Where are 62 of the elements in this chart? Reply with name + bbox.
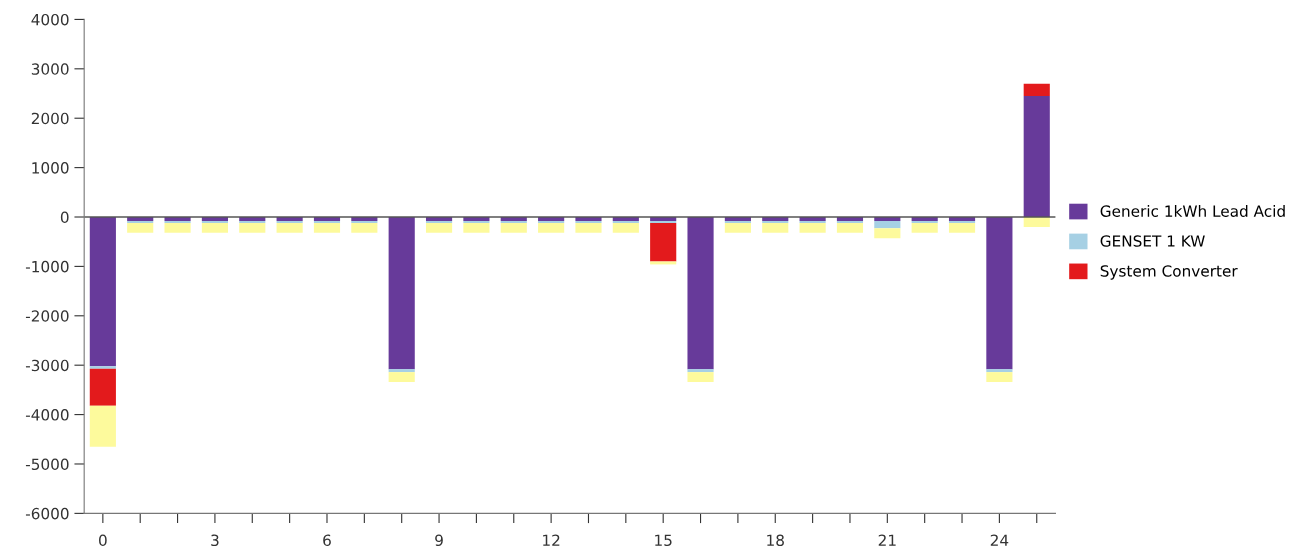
bar (276, 222, 303, 233)
bar (687, 372, 714, 382)
bar (89, 217, 116, 367)
bar (948, 222, 976, 233)
bar (874, 220, 901, 229)
bar (201, 222, 228, 233)
bar (164, 222, 191, 233)
y-tick-label: 3000 (31, 63, 69, 75)
legend-label: GENSET 1 KW (1100, 235, 1205, 247)
bar (313, 222, 341, 233)
y-tick-label: -1000 (25, 260, 69, 273)
x-tick-label: 6 (323, 534, 331, 547)
bar (351, 222, 378, 233)
bar (612, 222, 639, 233)
bar (1023, 83, 1050, 96)
bar (127, 222, 154, 233)
bar (388, 372, 415, 382)
bar (799, 222, 826, 233)
x-tick-label: 21 (878, 534, 896, 546)
x-tick-label: 18 (767, 534, 784, 547)
bar (388, 217, 415, 370)
bar (911, 222, 938, 233)
bar (463, 222, 490, 233)
x-tick-label: 12 (543, 534, 560, 546)
legend-label: System Converter (1100, 265, 1238, 280)
y-tick-label: 1000 (32, 162, 69, 174)
x-tick-label: 15 (655, 534, 672, 547)
bar (89, 405, 116, 447)
bar (986, 372, 1013, 382)
bar (724, 222, 751, 233)
y-tick-label: -3000 (25, 359, 69, 372)
bar (986, 217, 1013, 370)
bar (762, 222, 789, 233)
y-tick-label: -5000 (25, 458, 69, 470)
bar (1023, 95, 1050, 217)
bar (425, 222, 453, 233)
bar (836, 222, 864, 233)
bar (388, 369, 415, 373)
x-tick-label: 0 (99, 534, 107, 547)
x-tick-label: 3 (211, 534, 219, 547)
bar (650, 261, 677, 265)
bar (538, 222, 565, 233)
x-tick-label: 24 (990, 534, 1009, 546)
bar (500, 222, 527, 233)
bar (89, 366, 116, 369)
bar (239, 222, 266, 233)
legend-label: Generic 1kWh Lead Acid (1100, 205, 1285, 217)
y-tick-label: -2000 (25, 310, 69, 322)
y-tick-label: 2000 (31, 112, 69, 125)
bar (986, 369, 1013, 373)
bar (687, 369, 714, 373)
y-tick-label: 4000 (31, 13, 69, 26)
x-tick-label: 9 (435, 534, 443, 547)
bar (650, 222, 677, 262)
bar (874, 228, 901, 239)
bar (575, 222, 602, 233)
bar (89, 368, 116, 406)
y-tick-label: -6000 (25, 507, 69, 520)
y-tick-label: 0 (60, 211, 69, 224)
bar (1023, 217, 1050, 227)
bar (687, 217, 714, 370)
y-tick-label: -4000 (25, 409, 69, 421)
